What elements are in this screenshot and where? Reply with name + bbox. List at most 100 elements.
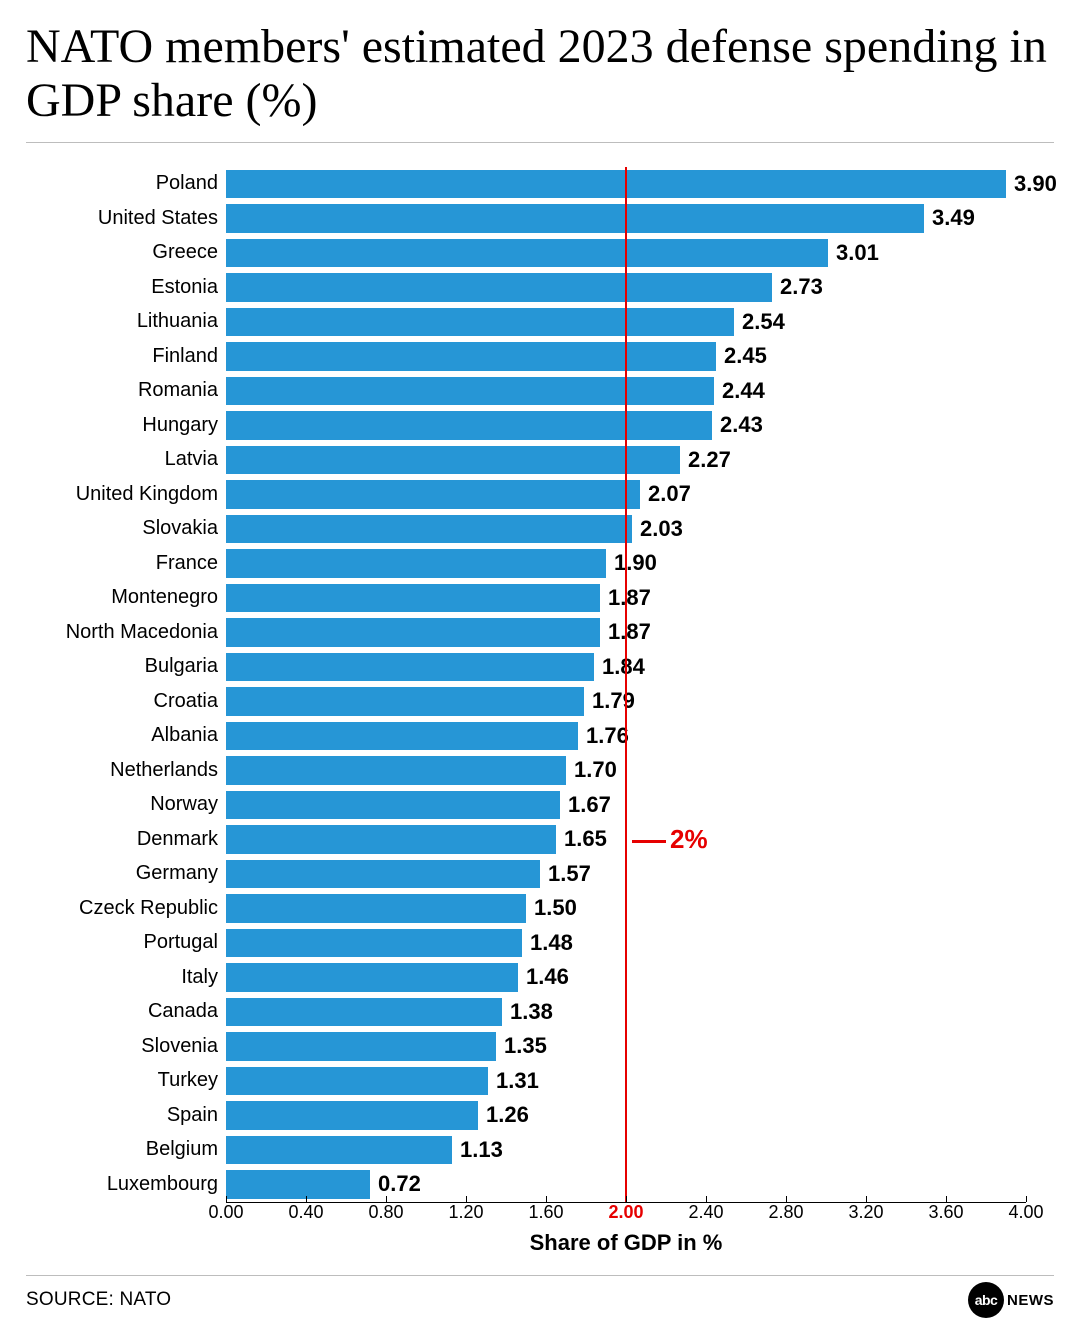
x-axis-tick: 0.80 [368,1202,403,1223]
chart-row: Belgium1.13 [26,1133,1054,1168]
y-axis-label: Canada [26,1000,226,1023]
bar [226,584,600,613]
chart-row: France1.90 [26,546,1054,581]
x-axis-tick: 3.20 [848,1202,883,1223]
y-axis-label: Montenegro [26,586,226,609]
chart-row: Montenegro 1.87 [26,581,1054,616]
reference-dash-icon [632,840,666,843]
bar-value-label: 1.76 [586,719,629,754]
y-axis-label: Germany [26,862,226,885]
y-axis-label: Belgium [26,1138,226,1161]
bar-value-label: 1.57 [548,857,591,892]
bar [226,618,600,647]
x-axis-label: Share of GDP in % [530,1230,723,1256]
bar-value-label: 1.67 [568,788,611,823]
y-axis-label: United Kingdom [26,483,226,506]
bar [226,963,518,992]
bar [226,480,640,509]
bar [226,825,556,854]
y-axis-label: Poland [26,172,226,195]
chart-row: Albania 1.76 [26,719,1054,754]
bar-value-label: 1.87 [608,615,651,650]
bar-value-label: 3.49 [932,201,975,236]
bar [226,1067,488,1096]
chart-row: Luxembourg0.72 [26,1167,1054,1202]
y-axis-label: North Macedonia [26,621,226,644]
bar-value-label: 1.35 [504,1029,547,1064]
bar-value-label: 1.84 [602,650,645,685]
chart-row: Croatia1.79 [26,684,1054,719]
bar-value-label: 1.87 [608,581,651,616]
bar [226,1136,452,1165]
x-axis-tick-mark [786,1196,787,1202]
x-axis-tick-mark [386,1196,387,1202]
x-axis-tick: 2.80 [768,1202,803,1223]
x-axis-tick: 2.40 [688,1202,723,1223]
bar [226,170,1006,199]
chart-row: Slovakia 2.03 [26,512,1054,547]
footer: SOURCE: NATO abc NEWS [0,1282,1080,1318]
chart-row: Italy1.46 [26,960,1054,995]
x-axis-tick: 0.00 [208,1202,243,1223]
chart-row: Portugal 1.48 [26,926,1054,961]
y-axis-label: Turkey [26,1069,226,1092]
bar [226,1032,496,1061]
bar [226,1101,478,1130]
x-axis-tick-mark [946,1196,947,1202]
bar [226,756,566,785]
chart-row: Slovenia 1.35 [26,1029,1054,1064]
bar-value-label: 2.03 [640,512,683,547]
y-axis-label: Croatia [26,690,226,713]
bar [226,239,828,268]
bar [226,549,606,578]
x-axis-tick-mark [1026,1196,1027,1202]
footer-rule [26,1275,1054,1276]
y-axis-label: Greece [26,241,226,264]
chart-row: Estonia2.73 [26,270,1054,305]
y-axis-label: Romania [26,379,226,402]
chart-row: Norway 1.67 [26,788,1054,823]
y-axis-label: Albania [26,724,226,747]
bar [226,1170,370,1199]
x-axis-tick-mark [706,1196,707,1202]
chart-title: NATO members' estimated 2023 defense spe… [26,20,1054,128]
chart-row: Netherlands1.70 [26,753,1054,788]
chart-row: United Kingdom2.07 [26,477,1054,512]
bar-value-label: 1.48 [530,926,573,961]
x-axis-tick: 3.60 [928,1202,963,1223]
chart-row: Finland2.45 [26,339,1054,374]
x-axis-tick-mark [866,1196,867,1202]
bar [226,446,680,475]
chart-row: Greece3.01 [26,236,1054,271]
x-axis-tick-mark [626,1196,627,1202]
chart-row: Canada1.38 [26,995,1054,1030]
bar-value-label: 1.65 [564,822,607,857]
y-axis-label: Luxembourg [26,1173,226,1196]
y-axis-label: Bulgaria [26,655,226,678]
bar [226,515,632,544]
chart-row: Poland 3.90 [26,167,1054,202]
x-axis-tick: 2.00 [608,1202,643,1223]
bar [226,273,772,302]
y-axis-label: Estonia [26,276,226,299]
bar-value-label: 1.70 [574,753,617,788]
x-axis-tick: 1.20 [448,1202,483,1223]
bar-value-label: 2.27 [688,443,731,478]
y-axis-label: Slovakia [26,517,226,540]
y-axis-label: United States [26,207,226,230]
x-axis-tick: 0.40 [288,1202,323,1223]
y-axis-label: Lithuania [26,310,226,333]
chart-container: Poland3.90United States3.49Greece3.01Est… [26,167,1054,1258]
bar-value-label: 2.45 [724,339,767,374]
y-axis-label: Portugal [26,931,226,954]
bar-value-label: 2.43 [720,408,763,443]
bar-value-label: 3.90 [1014,167,1057,202]
bar [226,411,712,440]
y-axis-label: Norway [26,793,226,816]
chart-row: Germany 1.57 [26,857,1054,892]
bar-value-label: 2.54 [742,305,785,340]
y-axis-label: Slovenia [26,1035,226,1058]
source-name: NATO [119,1289,171,1310]
x-axis-tick-mark [546,1196,547,1202]
bar-chart: Poland3.90United States3.49Greece3.01Est… [26,167,1054,1202]
